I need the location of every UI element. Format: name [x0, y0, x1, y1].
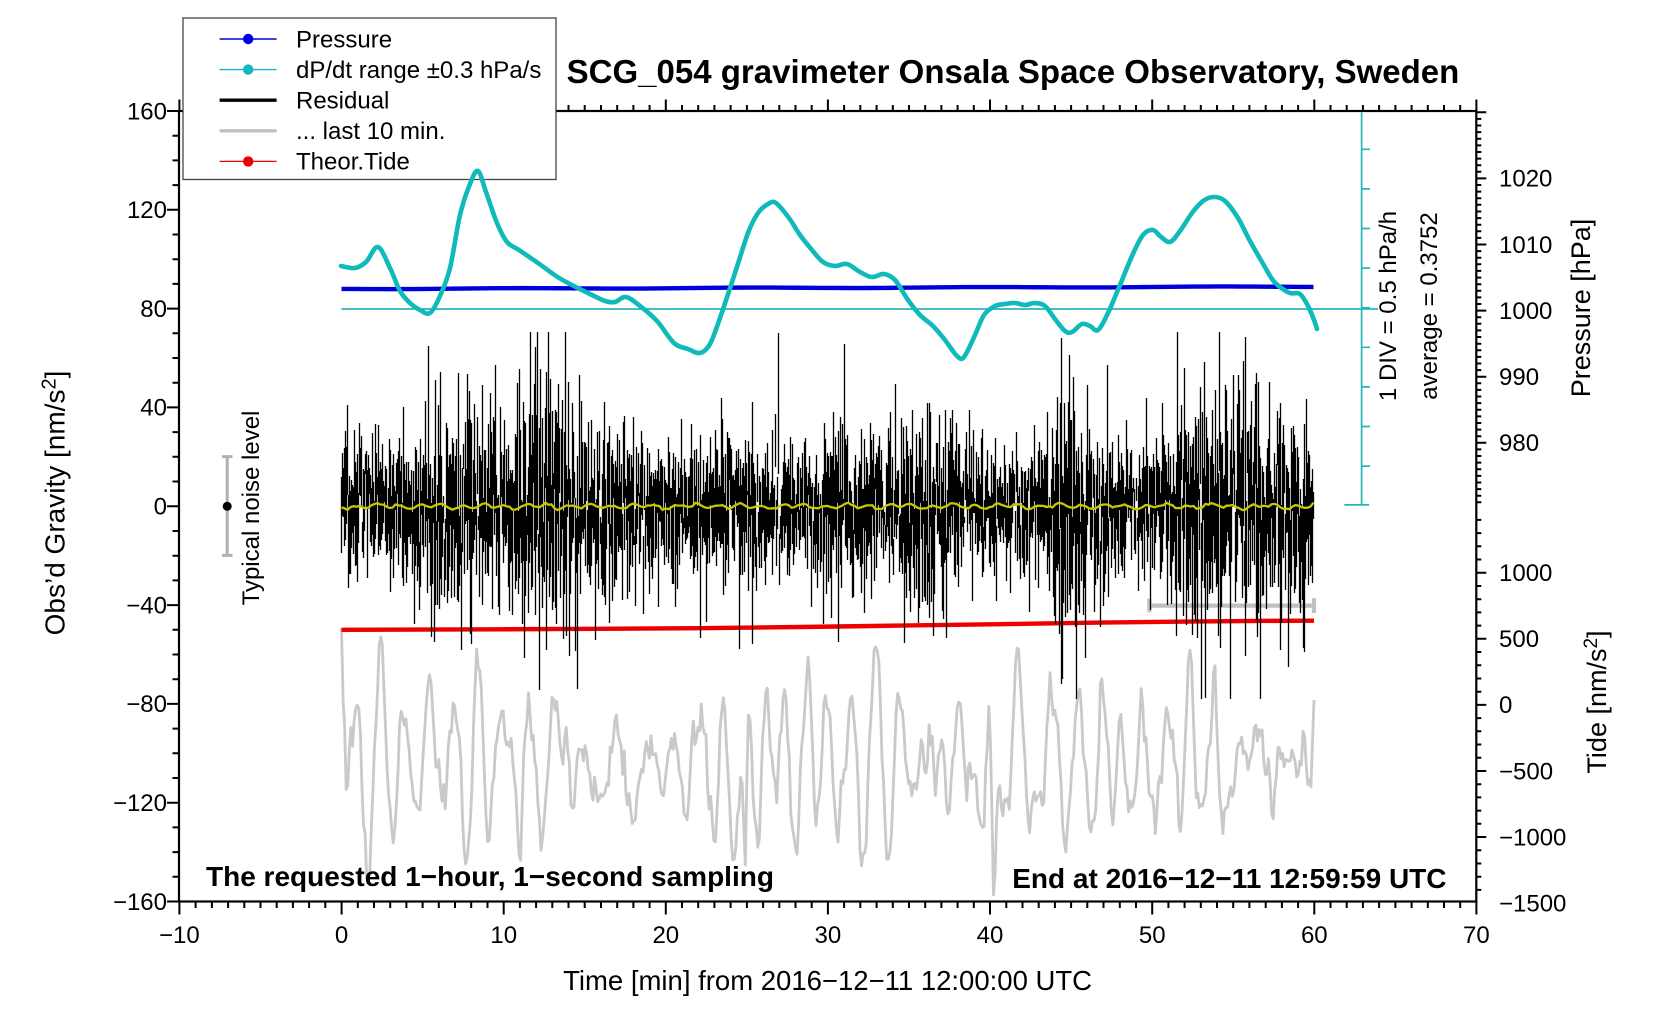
svg-text:End at 2016−12−11 12:59:59 UTC: End at 2016−12−11 12:59:59 UTC [1012, 863, 1446, 894]
svg-text:Time [min] from 2016−12−11 12:: Time [min] from 2016−12−11 12:00:00 UTC [563, 965, 1092, 996]
svg-text:10: 10 [490, 922, 517, 949]
svg-text:0: 0 [154, 494, 167, 521]
svg-text:1010: 1010 [1499, 232, 1552, 259]
svg-text:70: 70 [1463, 922, 1490, 949]
svg-text:120: 120 [127, 197, 167, 224]
svg-text:Pressure [hPa]: Pressure [hPa] [1566, 219, 1596, 398]
svg-text:dP/dt range ±0.3 hPa/s: dP/dt range ±0.3 hPa/s [296, 57, 541, 84]
svg-text:−40: −40 [126, 592, 167, 619]
svg-text:1000: 1000 [1499, 298, 1552, 325]
svg-text:1000: 1000 [1499, 560, 1552, 587]
svg-text:20: 20 [652, 922, 679, 949]
svg-text:Theor.Tide: Theor.Tide [296, 149, 410, 176]
svg-text:160: 160 [127, 98, 167, 125]
svg-text:990: 990 [1499, 364, 1539, 391]
svg-text:0: 0 [335, 922, 348, 949]
svg-text:average = 0.3752: average = 0.3752 [1416, 212, 1443, 400]
svg-text:Pressure: Pressure [296, 26, 392, 53]
svg-text:60: 60 [1301, 922, 1328, 949]
svg-text:−500: −500 [1499, 758, 1553, 785]
svg-text:−1000: −1000 [1499, 824, 1566, 851]
svg-text:−160: −160 [113, 889, 167, 916]
svg-text:−10: −10 [159, 922, 200, 949]
svg-text:1 DIV = 0.5 hPa/h: 1 DIV = 0.5 hPa/h [1375, 211, 1402, 401]
svg-text:Residual: Residual [296, 88, 389, 115]
svg-text:500: 500 [1499, 626, 1539, 653]
svg-text:40: 40 [140, 395, 167, 422]
svg-text:30: 30 [815, 922, 842, 949]
svg-text:Typical noise level: Typical noise level [238, 411, 265, 606]
svg-text:0: 0 [1499, 692, 1512, 719]
svg-text:40: 40 [977, 922, 1004, 949]
svg-text:980: 980 [1499, 430, 1539, 457]
svg-text:50: 50 [1139, 922, 1166, 949]
svg-text:−80: −80 [126, 691, 167, 718]
svg-text:80: 80 [140, 296, 167, 323]
svg-text:−120: −120 [113, 790, 167, 817]
svg-text:Tide [nm/s2]: Tide [nm/s2] [1581, 630, 1612, 773]
svg-text:... last 10 min.: ... last 10 min. [296, 118, 445, 145]
svg-text:The requested 1−hour, 1−second: The requested 1−hour, 1−second sampling [206, 861, 774, 892]
svg-text:1020: 1020 [1499, 166, 1552, 193]
svg-text:−1500: −1500 [1499, 890, 1566, 917]
svg-text:SCG_054 gravimeter Onsala Spac: SCG_054 gravimeter Onsala Space Observat… [567, 53, 1460, 90]
svg-text:Obs’d Gravity [nm/s2]: Obs’d Gravity [nm/s2] [39, 371, 71, 636]
